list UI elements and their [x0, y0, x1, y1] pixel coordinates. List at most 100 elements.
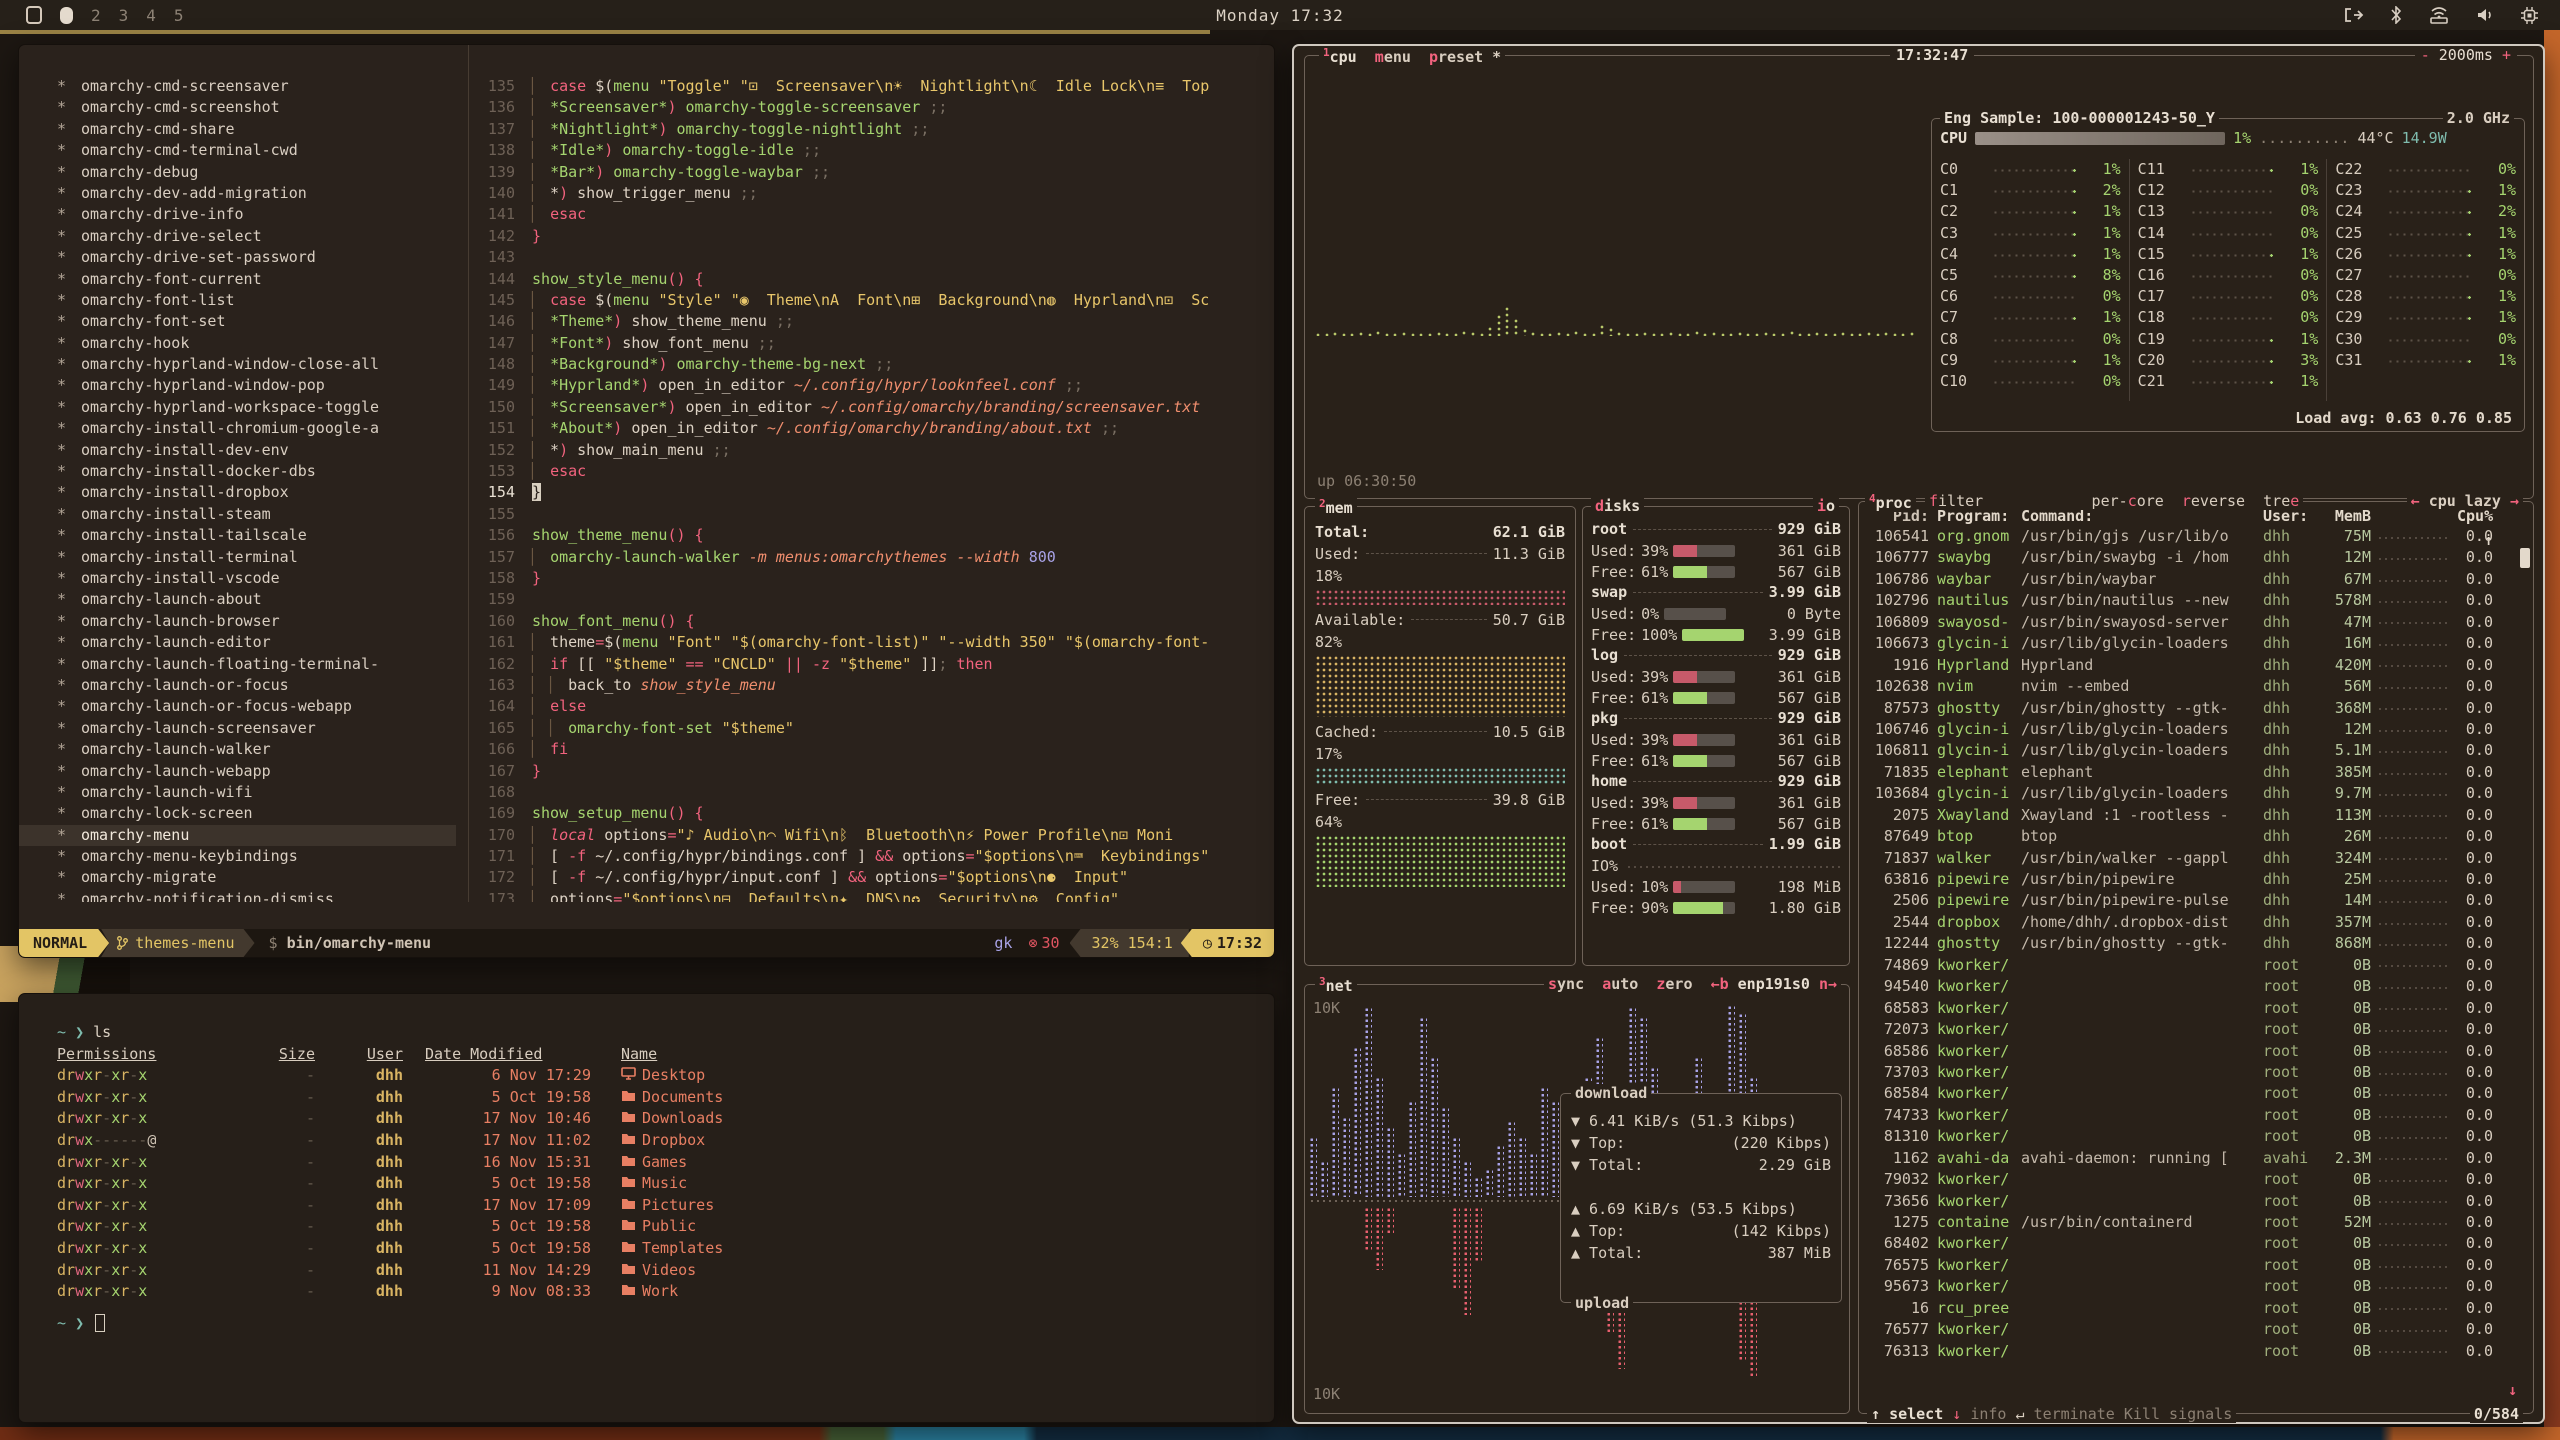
code-line[interactable]: 138 ▏ *Idle*) omarchy-toggle-idle ;;: [487, 141, 821, 160]
proc-sort[interactable]: ← cpu lazy →: [2406, 492, 2523, 510]
file-tree[interactable]: * omarchy-cmd-screensaver * omarchy-cmd-scr…: [19, 45, 456, 902]
process-row[interactable]: 71835 elephant elephant dhh 385M 0.0: [1883, 762, 2493, 781]
workspace-5[interactable]: 5: [173, 5, 184, 25]
code-line[interactable]: 168: [487, 782, 515, 801]
tree-item[interactable]: * omarchy-hook: [57, 333, 190, 352]
code-line[interactable]: 165 ▏ ▏ omarchy-font-set "$theme": [487, 718, 794, 737]
process-row[interactable]: 74869 kworker/root 0B 0.0: [1883, 955, 2493, 974]
process-row[interactable]: 2506 pipewire/usr/bin/pipewire-pulse dhh 14…: [1892, 891, 2493, 910]
io-toggle[interactable]: io: [1812, 497, 1839, 515]
tree-item[interactable]: * omarchy-migrate: [57, 868, 217, 887]
process-row[interactable]: 76313 kworker/root 0B 0.0: [1883, 1341, 2493, 1360]
proc-footer-keys[interactable]: ↑ select ↓ info ↵ terminate Kill signals: [1867, 1405, 2237, 1423]
code-line[interactable]: 162 ▏ if [[ "$theme" == "CNCLD" || -z "$t…: [487, 654, 993, 673]
mem-box-title[interactable]: 2mem: [1315, 497, 1357, 517]
code-line[interactable]: 155: [487, 504, 515, 523]
tree-item[interactable]: * omarchy-launch-webapp: [57, 761, 271, 780]
process-row[interactable]: 1275 containe/usr/bin/containerd root 52M 0.…: [1892, 1213, 2493, 1231]
disks-box-title[interactable]: disks: [1591, 497, 1645, 515]
tree-item[interactable]: * omarchy-hyprland-window-pop: [57, 376, 325, 395]
workspace-2[interactable]: 2: [91, 5, 101, 25]
proc-scrollbar-thumb[interactable]: [2520, 548, 2530, 568]
code-line[interactable]: 153 ▏ esac: [487, 462, 587, 481]
tree-item[interactable]: * omarchy-cmd-screensaver: [57, 77, 289, 95]
code-line[interactable]: 151 ▏ *About*) open_in_editor ~/.config/o…: [487, 419, 1120, 438]
code-line[interactable]: 173 ▏ options="$options\n⊟ Defaults\n✦ DN…: [487, 889, 1120, 902]
code-line[interactable]: 169 show_setup_menu() {: [487, 804, 704, 823]
tree-item[interactable]: * omarchy-drive-info: [57, 205, 244, 224]
tree-item[interactable]: * omarchy-lock-screen: [57, 804, 253, 823]
tree-item[interactable]: * omarchy-launch-or-focus: [57, 675, 289, 694]
tree-item[interactable]: * omarchy-menu: [19, 824, 456, 847]
code-line[interactable]: 142}: [487, 226, 542, 245]
code-line[interactable]: 141 ▏ esac: [487, 205, 587, 224]
workspace-4[interactable]: 4: [146, 5, 156, 25]
process-row[interactable]: 73656 kworker/root 0B 0.0: [1883, 1191, 2493, 1210]
tree-item[interactable]: * omarchy-cmd-terminal-cwd: [57, 141, 298, 160]
tree-item[interactable]: * omarchy-launch-screensaver: [57, 718, 316, 737]
process-row[interactable]: 68586 kworker/root 0B 0.0: [1883, 1041, 2493, 1060]
net-box-title[interactable]: 3net: [1315, 975, 1357, 995]
process-row[interactable]: 16 rcu_pree root 0B 0.0: [1910, 1298, 2493, 1317]
terminal-window[interactable]: ~ ❯ ls Permissions Size User Date Modifi…: [18, 993, 1275, 1423]
code-line[interactable]: 158}: [487, 568, 542, 587]
tree-item[interactable]: * omarchy-dev-add-migration: [57, 183, 307, 202]
code-line[interactable]: 157 ▏ omarchy-launch-walker -m menus:omar…: [487, 547, 1056, 566]
process-row[interactable]: 76577 kworker/root 0B 0.0: [1883, 1320, 2493, 1339]
process-row[interactable]: 106541 org.gnom/usr/bin/gjs /usr/lib/o dhh…: [1874, 527, 2493, 545]
tree-item[interactable]: * omarchy-launch-floating-terminal-: [57, 654, 380, 673]
code-line[interactable]: 161 ▏ theme=$(menu "Font" "$(omarchy-font…: [487, 633, 1210, 652]
process-row[interactable]: 106786 waybar/usr/bin/waybar dhh 67M 0.0: [1874, 569, 2493, 588]
tree-item[interactable]: * omarchy-cmd-screenshot: [57, 98, 280, 117]
tree-item[interactable]: * omarchy-font-current: [57, 269, 262, 288]
process-row[interactable]: 106746 glycin-i/usr/lib/glycin-loaders dhh…: [1874, 719, 2493, 738]
process-row[interactable]: 102638 nvim nvim --embed dhh 56M 0.0: [1874, 677, 2493, 696]
workspace-switcher[interactable]: 2 3 4 5: [26, 6, 184, 25]
process-row[interactable]: 106809 swayosd-/usr/bin/swayosd-server dhh…: [1874, 612, 2493, 631]
process-row[interactable]: 106673 glycin-i/usr/lib/glycin-loaders dhh…: [1874, 634, 2493, 653]
process-row[interactable]: 12244 ghostty/usr/bin/ghostty --gtk-dhh 86…: [1883, 934, 2493, 953]
tree-item[interactable]: * omarchy-launch-about: [57, 590, 262, 609]
code-line[interactable]: 143: [487, 248, 515, 267]
prompt-line-empty[interactable]: ~ ❯: [57, 1313, 1274, 1335]
omarchy-logo-icon[interactable]: [26, 6, 42, 24]
proc-box-title[interactable]: 4proc: [1865, 492, 1916, 512]
code-editor[interactable]: 135 ▏ case $(menu "Toggle" "⊡ Screensaver…: [469, 45, 1274, 902]
tree-item[interactable]: * omarchy-menu-keybindings: [57, 847, 298, 866]
code-line[interactable]: 136 ▏ *Screensaver*) omarchy-toggle-scree…: [487, 98, 948, 117]
process-row[interactable]: 103684 glycin-i/usr/lib/glycin-loaders dhh…: [1874, 784, 2493, 803]
code-line[interactable]: 172 ▏ [ -f ~/.config/hypr/input.conf ] &&…: [487, 868, 1129, 887]
process-row[interactable]: 87649 btop btop dhh 26M 0.0: [1883, 827, 2493, 846]
tree-item[interactable]: * omarchy-install-vscode: [57, 568, 280, 587]
code-line[interactable]: 145 ▏ case $(menu "Style" "◉ Theme\nA Fon…: [487, 290, 1210, 309]
process-row[interactable]: 74733 kworker/root 0B 0.0: [1883, 1105, 2493, 1124]
tree-item[interactable]: * omarchy-launch-or-focus-webapp: [57, 697, 352, 716]
tree-item[interactable]: * omarchy-install-tailscale: [57, 526, 307, 545]
process-row[interactable]: 106811 glycin-i/usr/lib/glycin-loaders dhh…: [1874, 741, 2493, 760]
process-row[interactable]: 106777 swaybg/usr/bin/swaybg -i /hom dhh 12…: [1874, 548, 2493, 567]
code-line[interactable]: 147 ▏ *Font*) show_font_menu ;;: [487, 333, 776, 352]
code-line[interactable]: 164 ▏ else: [487, 697, 587, 716]
neovim-window[interactable]: * omarchy-cmd-screensaver * omarchy-cmd-scr…: [18, 44, 1275, 958]
code-line[interactable]: 170 ▏ local options="♪ Audio\n⌒ Wifi\nᛒ B…: [487, 825, 1174, 844]
code-line[interactable]: 148 ▏ *Background*) omarchy-theme-bg-next…: [487, 355, 894, 374]
tree-item[interactable]: * omarchy-launch-walker: [57, 740, 271, 759]
cpu-box-title[interactable]: 1cpu menu preset *: [1319, 46, 1506, 66]
process-row[interactable]: 79032 kworker/root 0B 0.0: [1883, 1170, 2493, 1189]
tree-item[interactable]: * omarchy-install-terminal: [57, 547, 298, 566]
preset-button[interactable]: preset *: [1428, 48, 1502, 66]
tree-item[interactable]: * omarchy-install-chromium-google-a: [57, 419, 380, 438]
process-row[interactable]: 63816 pipewire/usr/bin/pipewire dhh 25M 0.0: [1883, 870, 2493, 888]
code-line[interactable]: 146 ▏ *Theme*) show_theme_menu ;;: [487, 312, 794, 331]
screencast-icon[interactable]: [2344, 7, 2364, 23]
code-line[interactable]: 152 ▏ *) show_main_menu ;;: [487, 440, 731, 459]
tree-item[interactable]: * omarchy-launch-browser: [57, 611, 280, 630]
tree-item[interactable]: * omarchy-install-dev-env: [57, 440, 289, 459]
tree-item[interactable]: * omarchy-hyprland-workspace-toggle: [57, 397, 380, 416]
cpu-chip-icon[interactable]: [2521, 6, 2538, 24]
code-line[interactable]: 135 ▏ case $(menu "Toggle" "⊡ Screensaver…: [487, 77, 1210, 95]
tree-item[interactable]: * omarchy-install-steam: [57, 504, 271, 523]
process-row[interactable]: 68402 kworker/root 0B 0.0: [1883, 1234, 2493, 1253]
tree-item[interactable]: * omarchy-launch-editor: [57, 633, 271, 652]
process-row[interactable]: 1916 Hyprland Hyprland dhh 420M 0.0: [1892, 655, 2493, 674]
